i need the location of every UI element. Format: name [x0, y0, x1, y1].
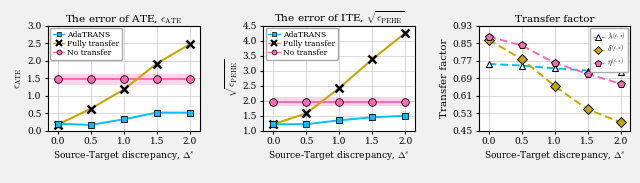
Y-axis label: $\epsilon_{\mathrm{ATE}}$: $\epsilon_{\mathrm{ATE}}$ [13, 67, 24, 89]
X-axis label: Source-Target discrepancy, $\Delta^s$: Source-Target discrepancy, $\Delta^s$ [268, 149, 410, 162]
Line: $\lambda^{(t,s)}$: $\lambda^{(t,s)}$ [485, 61, 624, 75]
Legend: AdaTRANS, Fully transfer, No transfer: AdaTRANS, Fully transfer, No transfer [266, 28, 338, 59]
$\eta^{(t,s)}$ [617, 83, 625, 85]
$\lambda^{(t,s)}$ [617, 71, 625, 73]
$\eta^{(t,s)}$ [518, 44, 525, 46]
$\delta^{(t,s)}$ [484, 39, 492, 41]
$\delta^{(t,s)}$ [551, 85, 559, 87]
$\delta^{(t,s)}$ [617, 121, 625, 123]
$\delta^{(t,s)}$ [584, 108, 591, 111]
Title: The error of ATE, $\epsilon_{\mathrm{ATE}}$: The error of ATE, $\epsilon_{\mathrm{ATE… [65, 13, 182, 26]
X-axis label: Source-Target discrepancy, $\Delta^s$: Source-Target discrepancy, $\Delta^s$ [53, 149, 195, 162]
$\lambda^{(t,s)}$ [551, 67, 559, 70]
$\delta^{(t,s)}$ [518, 58, 525, 60]
$\eta^{(t,s)}$ [551, 62, 559, 64]
$\lambda^{(t,s)}$ [518, 64, 525, 67]
Legend: AdaTRANS, Fully transfer, No transfer: AdaTRANS, Fully transfer, No transfer [51, 28, 122, 59]
Y-axis label: $\sqrt{\epsilon_{\mathrm{PEHE}}}$: $\sqrt{\epsilon_{\mathrm{PEHE}}}$ [223, 59, 240, 98]
$\eta^{(t,s)}$ [484, 36, 492, 38]
X-axis label: Source-Target discrepancy, $\Delta^s$: Source-Target discrepancy, $\Delta^s$ [484, 149, 625, 162]
$\eta^{(t,s)}$ [584, 73, 591, 75]
$\lambda^{(t,s)}$ [484, 63, 492, 65]
Title: The error of ITE, $\sqrt{\epsilon_{\mathrm{PEHE}}}$: The error of ITE, $\sqrt{\epsilon_{\math… [274, 9, 404, 26]
Line: $\delta^{(t,s)}$: $\delta^{(t,s)}$ [485, 36, 625, 126]
Y-axis label: Transfer factor: Transfer factor [440, 38, 449, 118]
Title: Transfer factor: Transfer factor [515, 15, 595, 24]
Line: $\eta^{(t,s)}$: $\eta^{(t,s)}$ [484, 32, 625, 88]
$\lambda^{(t,s)}$ [584, 70, 591, 72]
Legend: $\lambda^{(t,s)}$, $\delta^{(t,s)}$, $\eta^{(t,s)}$: $\lambda^{(t,s)}$, $\delta^{(t,s)}$, $\e… [590, 28, 628, 72]
